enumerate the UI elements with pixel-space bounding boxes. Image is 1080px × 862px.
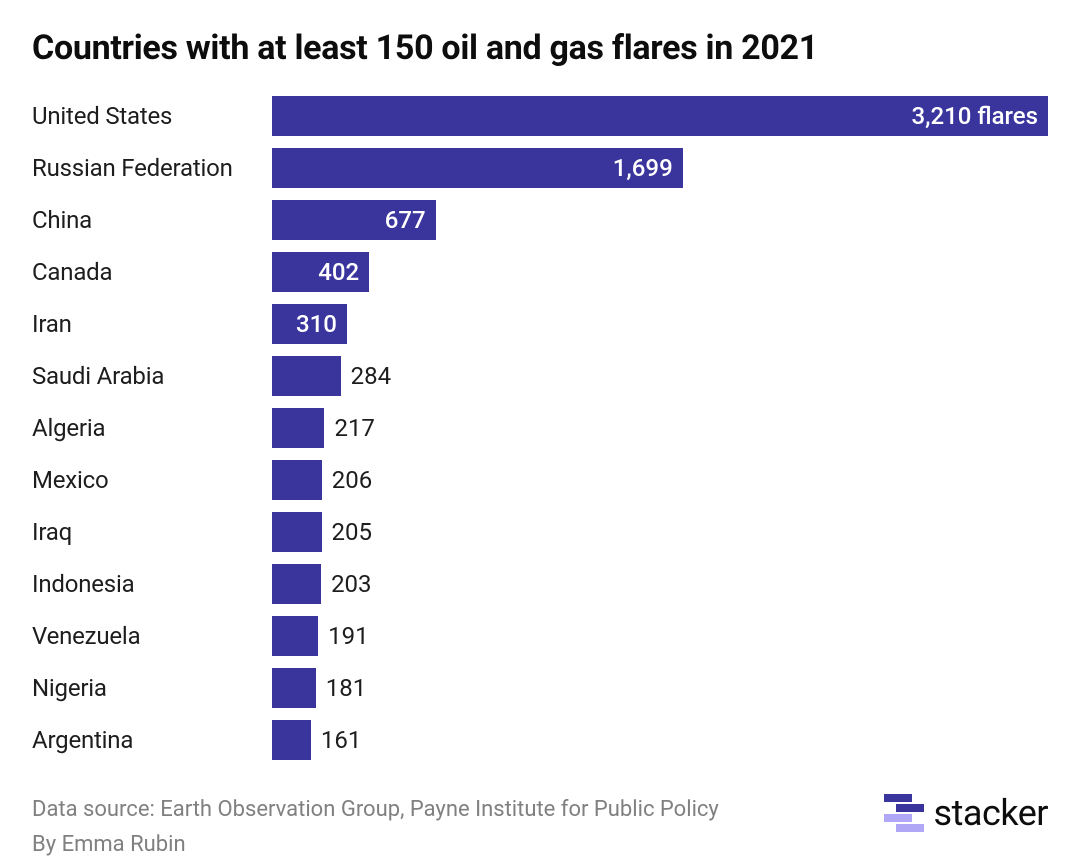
country-label: Nigeria <box>32 674 272 702</box>
bar-area: 677 <box>272 200 1048 240</box>
bar: 402 <box>272 252 369 292</box>
country-label: Canada <box>32 258 272 286</box>
bar: 310 <box>272 304 347 344</box>
bar-area: 203 <box>272 564 1048 604</box>
chart-row: Argentina 161 <box>32 716 1048 764</box>
chart-row: Iraq 205 <box>32 508 1048 556</box>
brand-name: stacker <box>934 792 1048 834</box>
bar-value: 402 <box>318 258 359 286</box>
country-label: Iran <box>32 310 272 338</box>
bar-value: 284 <box>351 362 391 390</box>
bar <box>272 356 341 396</box>
bar-area: 310 <box>272 304 1048 344</box>
bar-area: 284 <box>272 356 1048 396</box>
chart-title: Countries with at least 150 oil and gas … <box>32 28 1048 68</box>
brand-logo: stacker <box>884 792 1048 834</box>
bar-area: 402 <box>272 252 1048 292</box>
country-label: China <box>32 206 272 234</box>
bar-area: 217 <box>272 408 1048 448</box>
country-label: Russian Federation <box>32 154 272 182</box>
bar: 3,210 flares <box>272 96 1048 136</box>
bar-value: 161 <box>321 726 361 754</box>
bar <box>272 460 322 500</box>
chart-row: Nigeria 181 <box>32 664 1048 712</box>
bar: 1,699 <box>272 148 683 188</box>
bar-value: 677 <box>385 206 426 234</box>
bar: 677 <box>272 200 436 240</box>
bar <box>272 564 321 604</box>
bar-value: 1,699 <box>613 154 673 182</box>
country-label: Indonesia <box>32 570 272 598</box>
bar <box>272 668 316 708</box>
country-label: Iraq <box>32 518 272 546</box>
data-source-text: Data source: Earth Observation Group, Pa… <box>32 792 719 827</box>
chart-row: Saudi Arabia 284 <box>32 352 1048 400</box>
country-label: Argentina <box>32 726 272 754</box>
bar-value: 3,210 flares <box>911 102 1038 130</box>
bar-area: 1,699 <box>272 148 1048 188</box>
chart-row: Canada 402 <box>32 248 1048 296</box>
chart-row: United States 3,210 flares <box>32 92 1048 140</box>
bar-value: 191 <box>328 622 368 650</box>
bar-area: 161 <box>272 720 1048 760</box>
country-label: Mexico <box>32 466 272 494</box>
bar-area: 205 <box>272 512 1048 552</box>
bar-value: 206 <box>332 466 372 494</box>
stacker-icon <box>884 794 924 832</box>
bar <box>272 616 318 656</box>
bar-chart: United States 3,210 flares Russian Federat… <box>32 92 1048 768</box>
bar-value: 310 <box>296 310 337 338</box>
chart-row: Russian Federation 1,699 <box>32 144 1048 192</box>
byline-text: By Emma Rubin <box>32 827 719 862</box>
bar-area: 191 <box>272 616 1048 656</box>
bar-value: 181 <box>326 674 366 702</box>
country-label: Saudi Arabia <box>32 362 272 390</box>
bar <box>272 512 322 552</box>
country-label: United States <box>32 102 272 130</box>
bar-value: 203 <box>331 570 371 598</box>
chart-row: Iran 310 <box>32 300 1048 348</box>
country-label: Venezuela <box>32 622 272 650</box>
chart-footer: Data source: Earth Observation Group, Pa… <box>32 792 1048 862</box>
bar-area: 3,210 flares <box>272 96 1048 136</box>
chart-row: Algeria 217 <box>32 404 1048 452</box>
bar-area: 206 <box>272 460 1048 500</box>
chart-row: Mexico 206 <box>32 456 1048 504</box>
chart-row: Venezuela 191 <box>32 612 1048 660</box>
bar-value: 205 <box>332 518 372 546</box>
chart-row: Indonesia 203 <box>32 560 1048 608</box>
bar <box>272 408 324 448</box>
country-label: Algeria <box>32 414 272 442</box>
bar <box>272 720 311 760</box>
chart-row: China 677 <box>32 196 1048 244</box>
bar-value: 217 <box>334 414 374 442</box>
bar-area: 181 <box>272 668 1048 708</box>
